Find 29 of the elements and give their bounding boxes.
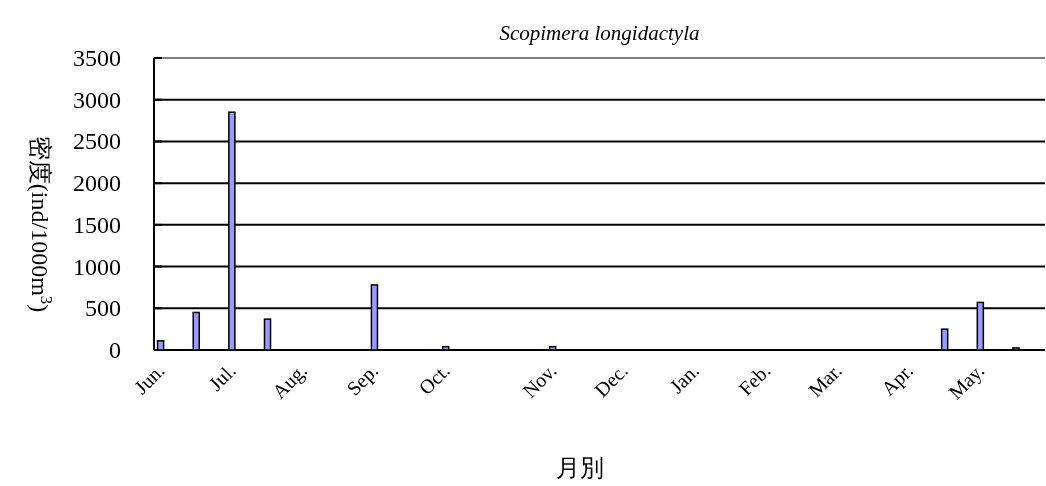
y-tick-label: 500	[85, 295, 121, 322]
y-tick-label: 0	[109, 337, 121, 363]
y-tick-label: 3000	[73, 86, 121, 113]
x-tick-label: Jul.	[204, 359, 240, 395]
x-tick-label: Aug.	[267, 359, 312, 404]
x-tick-label: May.	[944, 359, 990, 405]
bar	[940, 328, 949, 351]
y-tick-label: 1500	[73, 211, 121, 238]
x-tick-label: Mar.	[803, 359, 846, 402]
x-tick-label: Jun.	[129, 359, 169, 399]
x-tick-label: Jan.	[665, 359, 704, 398]
y-tick-label: 3500	[73, 45, 121, 71]
x-tick-label: Nov.	[518, 359, 561, 402]
bar	[156, 340, 165, 351]
x-tick-label: Oct.	[414, 359, 454, 399]
x-tick-label: Feb.	[734, 359, 775, 400]
x-axis-title: 月別	[556, 455, 604, 481]
x-tick-label: Dec.	[590, 359, 632, 402]
x-tick-label: Apr.	[876, 359, 918, 401]
bar	[548, 345, 557, 351]
y-tick-label: 1000	[73, 253, 121, 280]
x-tick-label: Sep.	[342, 359, 384, 401]
chart-title: Scopimera longidactyla	[499, 21, 700, 45]
bar	[192, 311, 201, 351]
bar	[263, 318, 272, 351]
bar	[441, 345, 450, 351]
y-tick-label: 2000	[73, 170, 121, 197]
y-tick-label: 2500	[73, 128, 121, 155]
bar	[1012, 347, 1020, 351]
